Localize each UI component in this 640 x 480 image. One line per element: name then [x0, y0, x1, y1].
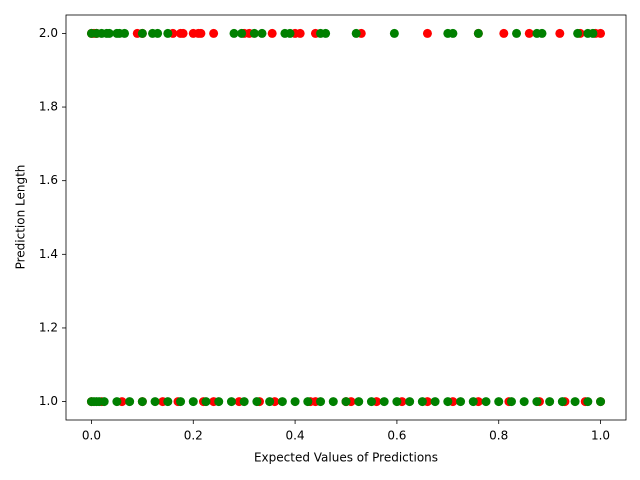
point [392, 397, 402, 407]
point [573, 28, 583, 38]
point [303, 397, 313, 407]
point [532, 397, 542, 407]
point [125, 397, 135, 407]
point [354, 397, 364, 407]
point [557, 397, 567, 407]
point [468, 397, 478, 407]
point [494, 397, 504, 407]
point [473, 28, 483, 38]
plot-frame [65, 14, 627, 421]
x-tick-label: 0.4 [286, 429, 305, 443]
x-tick-label: 0.0 [82, 429, 101, 443]
point [422, 28, 432, 38]
point [430, 397, 440, 407]
point [389, 28, 399, 38]
point [448, 28, 458, 38]
point [226, 397, 236, 407]
point [512, 28, 522, 38]
point [583, 397, 593, 407]
point [229, 28, 239, 38]
point [351, 28, 361, 38]
point [285, 28, 295, 38]
point [267, 28, 277, 38]
x-tick-label: 0.6 [387, 429, 406, 443]
point [257, 28, 267, 38]
point [481, 397, 491, 407]
point [249, 28, 259, 38]
y-axis-label: Prediction Length [14, 165, 28, 270]
y-tick-label: 1.6 [39, 173, 58, 187]
point [545, 397, 555, 407]
point [201, 397, 211, 407]
point [321, 28, 331, 38]
point [290, 397, 300, 407]
point [214, 397, 224, 407]
point [506, 397, 516, 407]
point [524, 28, 534, 38]
point [405, 397, 415, 407]
point [443, 397, 453, 407]
point [196, 28, 206, 38]
point [499, 28, 509, 38]
point [379, 397, 389, 407]
point [570, 397, 580, 407]
point [209, 28, 219, 38]
point [596, 28, 606, 38]
point [366, 397, 376, 407]
y-tick-label: 1.8 [39, 100, 58, 114]
point [555, 28, 565, 38]
y-tick-label: 1.4 [39, 247, 58, 261]
point [239, 397, 249, 407]
point [265, 397, 275, 407]
point [316, 397, 326, 407]
point [252, 397, 262, 407]
point [596, 397, 606, 407]
point [153, 28, 163, 38]
point [150, 397, 160, 407]
point [104, 28, 114, 38]
y-tick-label: 1.0 [39, 394, 58, 408]
point [112, 397, 122, 407]
point [178, 28, 188, 38]
y-tick-label: 2.0 [39, 26, 58, 40]
point [537, 28, 547, 38]
point [341, 397, 351, 407]
point [417, 397, 427, 407]
y-tick-label: 1.2 [39, 320, 58, 334]
point [588, 28, 598, 38]
point [456, 397, 466, 407]
point [163, 28, 173, 38]
x-tick-label: 1.0 [591, 429, 610, 443]
point [295, 28, 305, 38]
point [188, 397, 198, 407]
point [176, 397, 186, 407]
point [163, 397, 173, 407]
x-tick-label: 0.2 [184, 429, 203, 443]
point [120, 28, 130, 38]
point [137, 397, 147, 407]
x-axis-label: Expected Values of Predictions [254, 451, 438, 465]
point [99, 397, 109, 407]
point [237, 28, 247, 38]
point [137, 28, 147, 38]
point [328, 397, 338, 407]
point [519, 397, 529, 407]
point [277, 397, 287, 407]
x-tick-label: 0.8 [489, 429, 508, 443]
